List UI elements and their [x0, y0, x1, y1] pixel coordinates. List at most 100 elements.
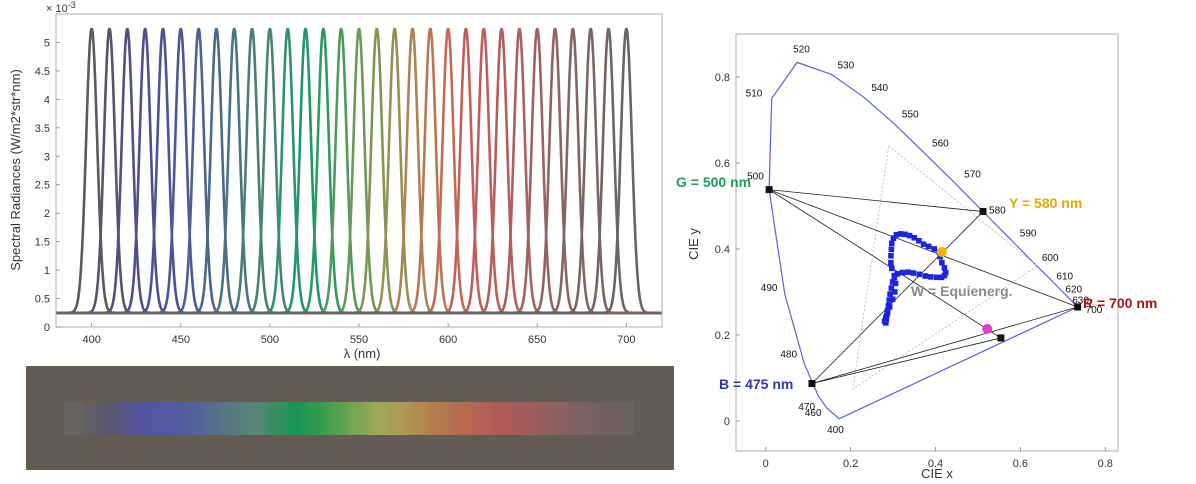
spectral-curve-510 [56, 27, 662, 315]
label-g-primary: G = 500 nm [676, 174, 751, 190]
blue-square-marker [916, 271, 923, 278]
blue-square-marker [892, 280, 899, 287]
spectral-curve-680 [56, 27, 662, 315]
cie-x-tick-label: 0.6 [1013, 458, 1028, 470]
spectral-x-tick-label: 550 [350, 334, 368, 346]
label-r-primary: R = 700 nm [1083, 295, 1157, 311]
spectral-curve-600 [56, 27, 662, 315]
spectral-y-tick-label: 2 [44, 208, 50, 220]
blue-square-marker [893, 231, 900, 238]
color-swatch [369, 402, 381, 435]
blue-square-marker [881, 318, 888, 324]
spectral-y-tick-label: 3.5 [35, 123, 50, 135]
spectral-curve-540 [56, 27, 662, 315]
primary-lines [768, 189, 1078, 384]
color-swatch [247, 402, 259, 435]
cie-ticks: 0 0.2 0.4 0.6 0.8 0 0.2 0.4 0.6 0.8 [715, 72, 1113, 470]
cie-y-tick-label: 0.6 [715, 158, 730, 170]
spectral-curve-480 [56, 27, 662, 315]
spectral-chart: 0 0.5 1 1.5 2 2.5 3 3.5 4 4.5 5 400 450 500 550 600 650… [8, 0, 663, 361]
blue-square-marker [941, 272, 948, 279]
color-swatch [471, 402, 483, 435]
blue-square-marker [906, 232, 913, 239]
spectral-x-tick-label: 400 [82, 334, 100, 346]
color-swatch [145, 402, 157, 435]
label-white-point: W = Equienerg. [911, 283, 1013, 299]
spectral-curve-700 [56, 27, 662, 315]
wavelength-label-400: 400 [827, 425, 844, 436]
spectral-curve-410 [56, 27, 662, 315]
spectral-curve-690 [56, 27, 662, 315]
wavelength-label-700: 700 [1086, 305, 1103, 316]
color-strip-swatches [64, 402, 634, 435]
spectral-curve-590 [56, 27, 662, 315]
wavelength-label-510: 510 [746, 88, 763, 99]
spectral-y-axis-title: Spectral Radiances (W/m2*str*nm) [8, 69, 23, 271]
blue-square-marker [941, 265, 948, 271]
cie-y-tick-label: 0.2 [715, 330, 730, 342]
color-strip [26, 366, 674, 470]
blue-square-marker [887, 291, 893, 297]
label-b-primary: B = 475 nm [719, 376, 793, 392]
spectral-y-tick-label: 1 [44, 265, 50, 277]
blue-square-marker [922, 273, 929, 279]
blue-square-marker [891, 289, 898, 295]
blue-square-marker [928, 274, 934, 280]
spectral-curve-580 [56, 27, 662, 315]
spectral-x-tick-label: 500 [261, 334, 279, 346]
cie-y-tick-label: 0.8 [715, 72, 730, 84]
blue-square-marker [888, 253, 894, 259]
wavelength-label-550: 550 [902, 109, 919, 120]
wavelength-label-460: 460 [805, 408, 822, 419]
wavelength-label-600: 600 [1042, 253, 1059, 264]
cie-x-tick-label: 0 [763, 458, 769, 470]
spectral-curve-630 [56, 27, 662, 315]
blue-square-marker [925, 243, 932, 250]
cie-y-tick-label: 0.4 [715, 244, 730, 256]
color-swatch [349, 402, 361, 435]
primary-markers [765, 186, 1082, 388]
spectral-curve-470 [56, 27, 662, 315]
color-swatch [267, 402, 279, 435]
color-swatch [328, 402, 340, 435]
wavelength-label-570: 570 [964, 169, 981, 180]
spectral-curve-670 [56, 27, 662, 315]
wavelength-label-630: 630 [1072, 295, 1089, 306]
spectral-x-ticks: 400 450 500 550 600 650 700 [82, 323, 636, 346]
cie-plot-frame [735, 33, 1119, 452]
spectral-curve-610 [56, 27, 662, 315]
spectral-y-exponent: × 10-3 [46, 0, 76, 15]
color-swatch [613, 402, 625, 435]
spectral-y-tick-label: 0 [44, 322, 50, 334]
blue-square-marker [897, 231, 904, 237]
wavelength-label-500: 500 [747, 172, 764, 183]
color-swatch [165, 402, 177, 435]
color-swatch [450, 402, 462, 435]
label-y-primary: Y = 580 nm [1009, 195, 1082, 211]
reference-triangle [852, 145, 1039, 390]
primary-marker [979, 208, 987, 216]
magenta-marker [982, 323, 993, 334]
wavelength-label-530: 530 [838, 60, 855, 71]
color-swatch [226, 402, 239, 435]
spectral-y-tick-label: 1.5 [35, 237, 50, 249]
color-swatch [206, 402, 218, 435]
cie-y-axis-title: CIE y [686, 228, 701, 260]
wavelength-label-610: 610 [1056, 271, 1073, 282]
blue-square-marker [933, 274, 940, 281]
cie-x-tick-label: 0.8 [1098, 458, 1113, 470]
color-swatch [430, 402, 442, 435]
wavelength-label-520: 520 [793, 44, 810, 55]
spectral-curve-440 [56, 27, 662, 315]
blue-square-marker [891, 272, 898, 279]
spectral-curve-500 [56, 27, 662, 315]
blue-square-marker [920, 241, 927, 248]
line-g-r [768, 189, 1078, 308]
wavelength-label-490: 490 [761, 283, 778, 294]
spectral-curve-620 [56, 27, 662, 315]
spectral-y-tick-label: 4 [44, 94, 50, 106]
blue-square-markers [881, 231, 949, 326]
spectral-curve-420 [56, 27, 662, 315]
blue-square-marker [889, 279, 896, 285]
